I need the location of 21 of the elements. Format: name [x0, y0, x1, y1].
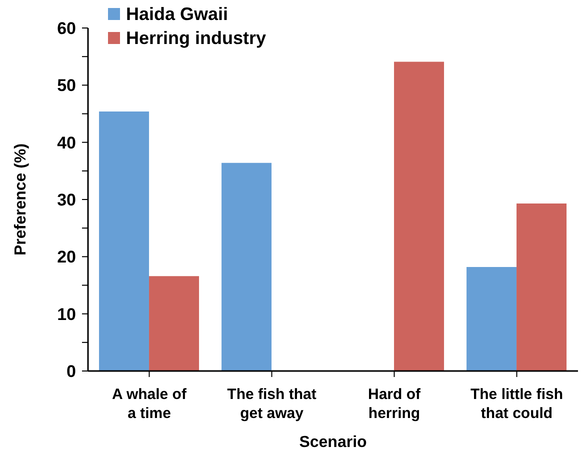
y-tick-label: 60: [57, 19, 76, 38]
bar: [516, 204, 567, 371]
y-axis-title: Preference (%): [12, 143, 30, 256]
legend-label: Haida Gwaii: [126, 3, 228, 26]
y-tick-label: 0: [66, 362, 76, 381]
y-tick-label: 40: [57, 133, 76, 152]
y-tick-label: 50: [57, 76, 76, 96]
y-tick-label: 10: [57, 304, 76, 324]
x-tick-label: The fish that get away: [227, 386, 316, 422]
bar: [149, 276, 200, 371]
y-tick-label: 30: [57, 190, 76, 210]
bar: [222, 162, 272, 371]
x-tick-label: The little fish that could: [470, 386, 564, 422]
bar: [466, 266, 517, 371]
bar: [394, 62, 444, 371]
x-axis-title: Scenario: [299, 434, 368, 451]
legend-label: Herring industry: [126, 27, 266, 50]
y-tick-label: 20: [57, 248, 76, 267]
x-tick-label: Hard of herring: [368, 386, 422, 422]
bar: [99, 111, 150, 371]
x-tick-label: A whale of a time: [112, 386, 188, 422]
